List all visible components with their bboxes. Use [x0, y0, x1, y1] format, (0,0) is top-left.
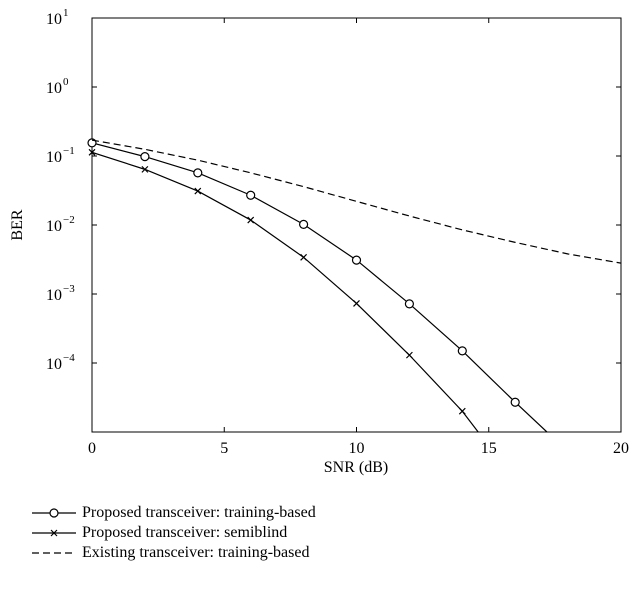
data-point-cross — [88, 148, 96, 156]
legend-label: Proposed transceiver: training-based — [82, 504, 316, 521]
y-tick-label: 10 — [46, 149, 62, 166]
data-point-circle — [246, 190, 256, 200]
legend-label: Existing transceiver: training-based — [82, 544, 310, 561]
data-point-circle — [193, 168, 203, 178]
legend-item-training-based: Proposed transceiver: training-based — [30, 503, 590, 523]
series-line-1 — [92, 151, 479, 432]
data-point-circle — [299, 219, 309, 230]
x-tick-label: 10 — [349, 440, 365, 457]
x-tick-label: 5 — [220, 440, 228, 457]
data-point-circle — [404, 299, 414, 309]
series-line-2 — [92, 139, 621, 264]
legend-item-existing: Existing transceiver: training-based — [30, 543, 590, 563]
series-line-0 — [92, 142, 548, 432]
y-tick-exponent: 0 — [63, 76, 69, 88]
data-point-circle — [140, 152, 150, 162]
data-point-circle — [351, 255, 362, 265]
y-tick-label: 10 — [46, 287, 62, 304]
y-tick-label: 10 — [46, 356, 62, 373]
x-tick-label: 15 — [481, 440, 497, 457]
data-point-cross — [141, 165, 149, 173]
data-point-cross — [247, 216, 255, 224]
data-point-cross — [405, 351, 413, 359]
y-tick-exponent: −1 — [63, 145, 75, 157]
y-tick-exponent: −2 — [63, 214, 75, 226]
legend-swatch-cross-icon — [32, 529, 76, 537]
data-point-cross — [458, 407, 466, 415]
y-tick-exponent: −3 — [63, 283, 75, 295]
data-point-circle — [510, 397, 520, 407]
legend-swatch-circle-icon — [32, 508, 76, 518]
x-axis-label: SNR (dB) — [324, 459, 388, 476]
x-tick-label: 20 — [613, 440, 629, 457]
data-point-cross — [194, 187, 202, 195]
data-point-cross — [300, 253, 308, 261]
data-point-circle — [457, 346, 467, 356]
y-tick-exponent: −4 — [63, 352, 75, 364]
plot-lines — [87, 138, 621, 432]
plot-frame — [91, 17, 622, 433]
y-tick-label: 10 — [46, 80, 62, 97]
data-point-cross — [353, 300, 360, 307]
y-tick-label: 10 — [46, 11, 62, 28]
legend: Proposed transceiver: training-based Pro… — [30, 503, 590, 563]
y-tick-label: 10 — [46, 218, 62, 235]
legend-swatch-dashed-icon — [32, 552, 76, 554]
legend-item-semiblind: Proposed transceiver: semiblind — [30, 523, 590, 543]
y-axis-label: BER — [9, 209, 26, 240]
x-ticks: 0 5 10 15 20 — [88, 18, 629, 457]
x-tick-label: 0 — [88, 440, 96, 457]
y-tick-exponent: 1 — [63, 7, 69, 19]
legend-label: Proposed transceiver: semiblind — [82, 524, 288, 541]
